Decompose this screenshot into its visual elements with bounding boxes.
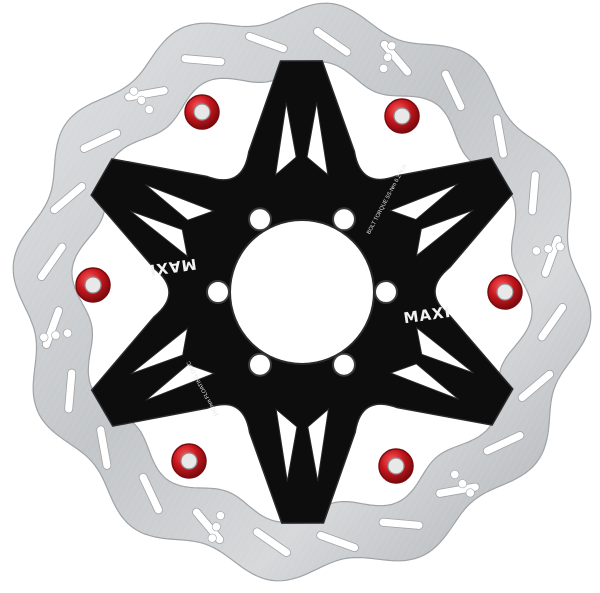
rotor-vent-hole	[379, 63, 389, 73]
rotor-slot	[435, 482, 480, 498]
rotor-slot	[441, 69, 466, 112]
rotor-slot	[96, 425, 112, 470]
rotor-slot	[192, 507, 225, 545]
rotor-ring	[12, 2, 592, 582]
rotor-slot	[482, 431, 525, 456]
bolt-hole	[248, 207, 272, 232]
rotor-vent-hole	[129, 86, 139, 96]
spider-window	[275, 407, 298, 482]
spider-carrier	[90, 60, 514, 524]
spider-window	[144, 184, 215, 221]
rotor-slot	[180, 54, 226, 67]
rotor-slot	[537, 303, 567, 342]
rotor-slot	[252, 527, 291, 557]
rotor-vent-hole	[555, 242, 565, 252]
rivet-center	[84, 276, 102, 294]
rotor-vent-hole	[383, 52, 393, 62]
bolt-holes	[206, 207, 398, 377]
rivet-center	[193, 103, 211, 121]
rotor-slot	[245, 31, 288, 54]
rotor-slot	[138, 472, 163, 515]
rotor-vent-hole	[450, 469, 460, 479]
spider-window	[388, 183, 459, 221]
red-rivets	[75, 94, 523, 484]
rivet-center	[393, 107, 411, 125]
rotor-vent-hole	[211, 522, 221, 532]
spider-window	[389, 363, 460, 400]
bolt-hole	[332, 207, 356, 232]
rotor-vent-hole	[51, 330, 61, 340]
rotor-slot	[64, 368, 77, 414]
hub-center-hole	[229, 219, 375, 365]
rotor-vent-hole	[207, 533, 217, 543]
rivet-center	[180, 452, 198, 470]
bolt-hole	[332, 352, 356, 377]
rotor-slot	[492, 114, 508, 159]
rotor-slot	[313, 27, 352, 57]
rotor-vent-hole	[215, 511, 225, 521]
spider-window	[130, 326, 189, 375]
rotor-vent-hole	[465, 488, 475, 498]
bolt-hole	[248, 352, 272, 377]
spider-window	[274, 102, 297, 177]
spider-window	[307, 407, 330, 482]
rotor-slot	[517, 369, 555, 402]
spider-window	[415, 209, 474, 258]
spider-window	[145, 363, 216, 401]
rotor-vent-hole	[543, 244, 553, 254]
rotor-vent-hole	[144, 105, 154, 115]
bolt-hole	[206, 280, 230, 304]
rotor-slot	[379, 39, 412, 77]
rotor-vent-hole	[39, 332, 49, 342]
rotor-slot	[49, 182, 87, 215]
rotor-vent-hole	[457, 479, 467, 489]
rotor-vent-hole	[531, 246, 541, 256]
rotor-slot	[378, 517, 424, 530]
spider-window	[306, 102, 329, 177]
rotor-slot	[37, 242, 67, 281]
rotor-vent-hole	[63, 328, 73, 338]
rotor-slot	[79, 128, 122, 153]
spider-window	[129, 210, 189, 258]
rotor-vent-hole	[137, 95, 147, 105]
rotor-slot	[124, 86, 169, 102]
rotor-slot	[527, 170, 540, 216]
rotor-vent-hole	[387, 41, 397, 51]
spider-window	[415, 326, 475, 374]
rotor-slot	[316, 530, 359, 553]
rivet-center	[496, 283, 514, 301]
bolt-hole	[374, 280, 398, 304]
rotor-slots	[37, 27, 567, 557]
rivet-center	[387, 457, 405, 475]
